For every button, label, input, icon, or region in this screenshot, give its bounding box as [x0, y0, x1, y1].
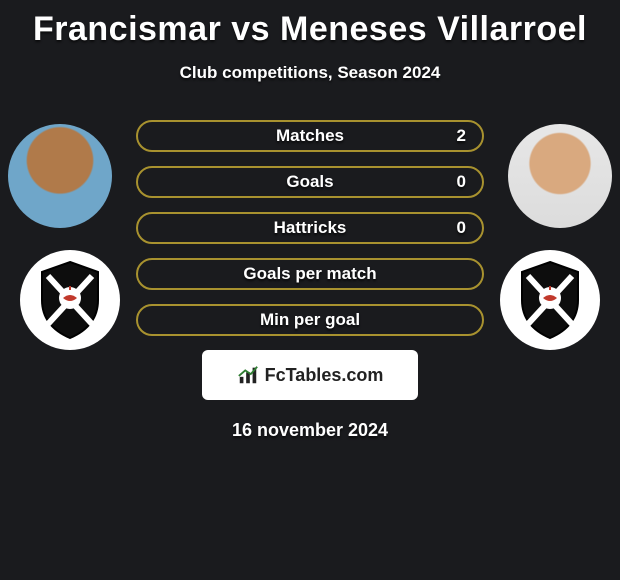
stat-bar-goals: Goals 0 [136, 166, 484, 198]
stat-value: 0 [457, 172, 466, 192]
player-right-avatar [508, 124, 612, 228]
stat-bar-min-per-goal: Min per goal [136, 304, 484, 336]
stat-label: Goals [286, 172, 333, 192]
stat-label: Min per goal [260, 310, 360, 330]
stat-bar-hattricks: Hattricks 0 [136, 212, 484, 244]
stat-label: Hattricks [274, 218, 347, 238]
site-logo: FcTables.com [202, 350, 418, 400]
stat-bars: Matches 2 Goals 0 Hattricks 0 Goals per … [136, 120, 484, 441]
stat-bar-goals-per-match: Goals per match [136, 258, 484, 290]
page-title: Francismar vs Meneses Villarroel [0, 0, 620, 49]
shield-icon [516, 260, 584, 340]
face-placeholder-icon [508, 124, 612, 228]
player-left-avatar [8, 124, 112, 228]
date-text: 16 november 2024 [136, 420, 484, 441]
stat-label: Goals per match [243, 264, 376, 284]
club-left-crest [20, 250, 120, 350]
face-placeholder-icon [8, 124, 112, 228]
bar-chart-icon [237, 364, 259, 386]
stat-value: 2 [457, 126, 466, 146]
stat-bar-matches: Matches 2 [136, 120, 484, 152]
comparison-area: Matches 2 Goals 0 Hattricks 0 Goals per … [0, 120, 620, 580]
stat-label: Matches [276, 126, 344, 146]
subtitle: Club competitions, Season 2024 [0, 63, 620, 83]
stat-value: 0 [457, 218, 466, 238]
site-logo-text: FcTables.com [265, 365, 384, 386]
shield-icon [36, 260, 104, 340]
club-right-crest [500, 250, 600, 350]
